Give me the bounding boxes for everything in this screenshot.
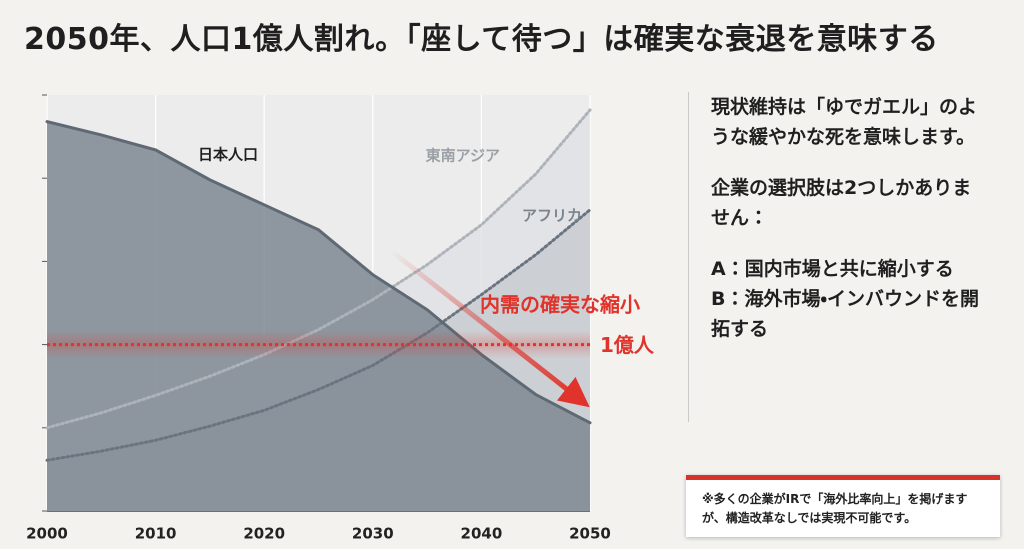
series-label: 東南アジア (426, 147, 500, 165)
trend-arrow (388, 248, 590, 408)
x-tick-label: 2040 (461, 525, 503, 543)
footnote: ※多くの企業がIRで「海外比率向上」を掲げますが、構造改革なしでは実現不可能です… (686, 475, 1000, 537)
series-line (45, 108, 592, 430)
annotation: 内需の確実な縮小 (480, 293, 640, 317)
series-area (47, 121, 590, 512)
chart: 内需の確実な縮小 2000 2010 2020 2030 2040 2050 東南アジアアフ… (26, 94, 655, 543)
series-line (45, 120, 592, 425)
x-tick-label: 2030 (352, 525, 394, 543)
series-line (45, 208, 592, 462)
x-tick-label: 2050 (569, 525, 611, 543)
paragraph: 現状維持は「ゆでガエル」のような緩やかな死を意味します。 (711, 96, 978, 149)
paragraph: 企業の選択肢は2つしかありません： (711, 176, 972, 230)
x-tick-label: 2010 (135, 525, 177, 543)
reference-label: 1億人 (600, 333, 655, 357)
page-title: 2050年、人口1億人割れ。「座して待つ」は確実な衰退を意味する (24, 22, 939, 57)
series-label: アフリカ (522, 207, 582, 225)
option: A：国内市場と共に縮小する (711, 257, 954, 280)
x-tick-label: 2000 (26, 525, 68, 543)
side-panel: 現状維持は「ゆでガエル」のような緩やかな死を意味します。 企業の選択肢は2つしか… (688, 92, 988, 422)
option: B：海外市場・インバウンドを開拓する (711, 287, 979, 341)
x-tick-label: 2020 (243, 525, 285, 543)
series-label: 日本人口 (198, 146, 258, 164)
